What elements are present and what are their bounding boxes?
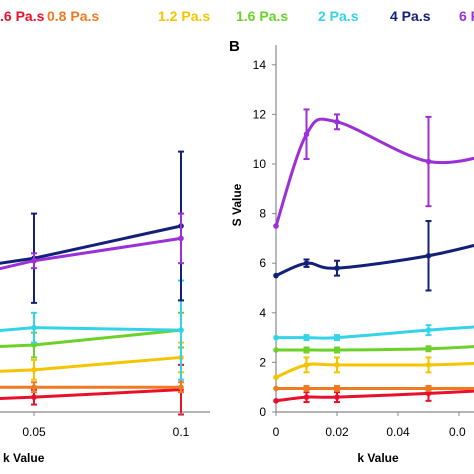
y-tick-label-b: 12	[253, 107, 267, 121]
data-point	[273, 334, 279, 341]
data-point	[425, 327, 432, 333]
series-line	[276, 325, 474, 340]
series-line	[275, 389, 474, 403]
panel-a: 0.05 0.1 k Value	[0, 150, 210, 465]
data-point	[334, 265, 340, 271]
series-line	[275, 243, 474, 277]
legend-item: 1.2 Pa.s	[158, 8, 211, 24]
legend-item: .6 Pa.s	[0, 8, 45, 24]
data-point	[425, 158, 432, 165]
plot-area-a	[0, 150, 184, 416]
data-point	[334, 362, 340, 368]
series-line	[0, 388, 182, 401]
y-tick-label-b: 2	[259, 355, 266, 369]
data-point	[31, 384, 37, 391]
data-point	[31, 257, 37, 264]
x-tick-label-b: 0.04	[386, 425, 410, 439]
x-axis-title-a: k Value	[3, 451, 45, 465]
data-point	[334, 385, 340, 392]
data-point	[334, 347, 340, 353]
data-point	[178, 235, 184, 242]
data-point	[178, 327, 184, 333]
x-tick-label-b: 0.0	[449, 425, 466, 439]
data-point	[273, 374, 279, 381]
y-tick-label-b: 0	[259, 405, 266, 419]
y-tick-label-b: 10	[253, 157, 267, 171]
x-tick-label-b: 0	[273, 425, 280, 439]
y-tick-label-b: 14	[253, 58, 267, 72]
plot-area-b	[273, 108, 474, 404]
data-point	[334, 119, 340, 125]
data-point	[303, 394, 310, 400]
data-point	[425, 385, 432, 392]
x-tick-label-a: 0.05	[22, 425, 46, 439]
data-point	[425, 362, 432, 368]
y-tick-label-b: 6	[259, 256, 266, 270]
panel-label-b: B	[229, 38, 240, 55]
series-line	[275, 362, 474, 379]
legend-item: 1.6 Pa.s	[236, 8, 289, 24]
series-line	[0, 328, 182, 348]
legend: .6 Pa.s 0.8 Pa.s 1.2 Pa.s 1.6 Pa.s 2 Pa.s 4 P…	[0, 0, 474, 34]
legend-item: 0.8 Pa.s	[47, 8, 100, 24]
data-point	[31, 342, 37, 348]
data-point	[303, 385, 310, 392]
data-point	[273, 385, 279, 392]
data-point	[303, 347, 310, 353]
panel-b: 0 2 4 6 8 10 12 14 0 0.02 0.04 0.0 k Value S Value B	[229, 38, 474, 465]
data-point	[334, 394, 340, 400]
series-line	[276, 345, 474, 352]
y-axis-title-b: S Value	[230, 183, 244, 226]
data-point	[273, 223, 279, 229]
data-point	[273, 272, 279, 279]
series-line	[0, 355, 182, 373]
data-point	[303, 260, 310, 267]
data-point	[425, 345, 432, 352]
data-point	[178, 384, 184, 391]
legend-item: 4 Pa.s	[390, 8, 431, 24]
x-axis-title-b: k Value	[357, 451, 399, 465]
data-point	[425, 252, 432, 259]
legend-item: 2 Pa.s	[318, 8, 359, 24]
data-point	[273, 398, 279, 404]
data-point	[303, 362, 310, 368]
data-point	[31, 324, 37, 331]
data-point	[303, 131, 310, 138]
x-tick-label-b: 0.02	[325, 425, 349, 439]
data-point	[31, 394, 37, 400]
x-tick-label-a: 0.1	[173, 425, 190, 439]
data-point	[273, 347, 279, 353]
data-point	[425, 390, 432, 397]
y-tick-label-b: 8	[259, 207, 266, 221]
y-tick-label-b: 4	[259, 306, 266, 320]
data-point	[303, 334, 310, 341]
legend-item: 6 P	[459, 8, 474, 24]
data-point	[31, 367, 37, 373]
data-point	[334, 334, 340, 341]
